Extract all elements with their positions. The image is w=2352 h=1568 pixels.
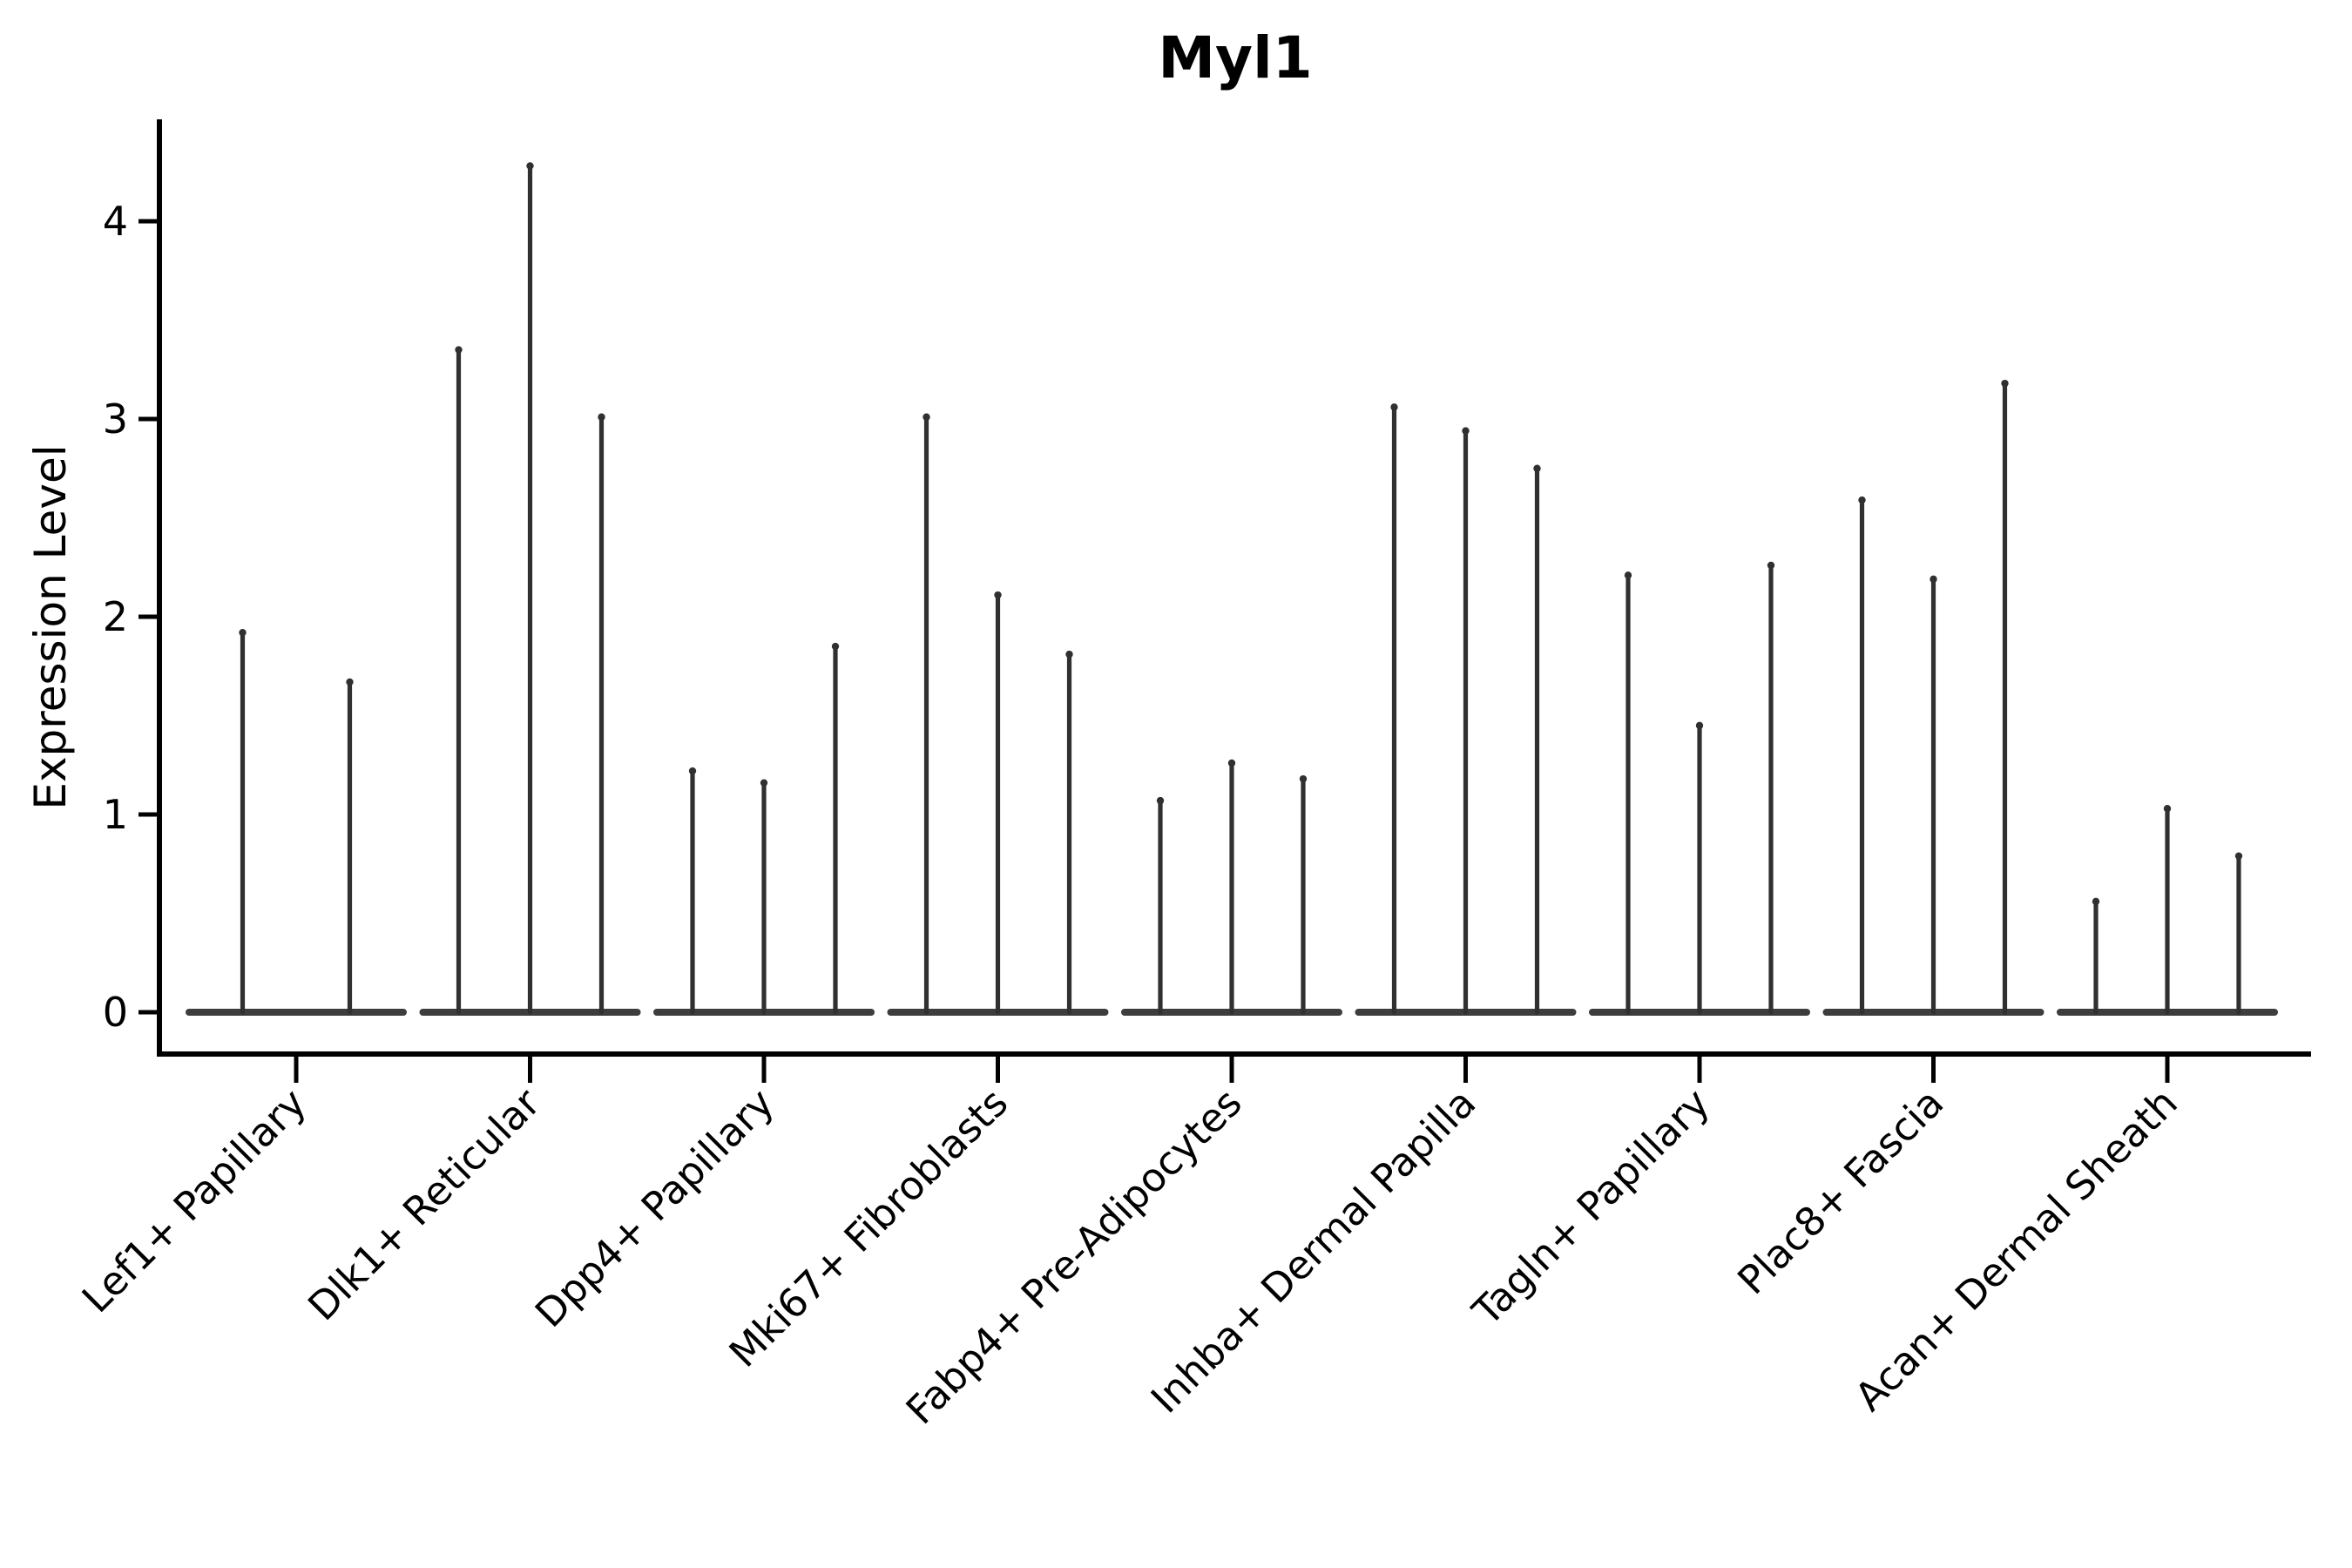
violin-spike-tip bbox=[1462, 427, 1470, 435]
y-tick-label: 2 bbox=[103, 593, 128, 640]
violin-spike-tip bbox=[1390, 403, 1398, 411]
violin-spike-tip bbox=[2163, 804, 2172, 813]
chart-title: Myl1 bbox=[1158, 24, 1313, 91]
violin-spike-tip bbox=[2234, 852, 2243, 860]
violin-spike-tip bbox=[1533, 464, 1541, 472]
violin-spike-tip bbox=[923, 413, 930, 421]
violin-spike-tip bbox=[2001, 379, 2009, 388]
violin-spike-tip bbox=[455, 346, 463, 354]
violin-spike-tip bbox=[760, 779, 768, 787]
violin-spike-tip bbox=[2092, 897, 2100, 906]
violin-spike-tip bbox=[831, 642, 840, 651]
violin-spike-tip bbox=[1227, 759, 1236, 767]
x-tick-label: Lef1+ Papillary bbox=[73, 1079, 315, 1321]
x-tick-label: Dpp4+ Papillary bbox=[526, 1079, 783, 1336]
x-tick-label: Tagln+ Papillary bbox=[1463, 1079, 1719, 1335]
y-tick-label: 4 bbox=[103, 198, 128, 245]
violin-spike-tip bbox=[346, 678, 354, 686]
x-tick-label: Dlk1+ Reticular bbox=[299, 1079, 549, 1329]
y-tick-label: 0 bbox=[103, 989, 128, 1036]
violin-spike-tip bbox=[598, 413, 605, 421]
violin-spike-tip bbox=[1858, 496, 1866, 504]
violin-spike-tip bbox=[1695, 721, 1704, 730]
violin-spike-tip bbox=[239, 628, 247, 637]
violin-spike-tip bbox=[526, 162, 534, 170]
y-tick-label: 1 bbox=[103, 791, 128, 838]
y-tick-label: 3 bbox=[103, 395, 128, 443]
violin-spike-tip bbox=[1767, 561, 1775, 570]
violin-spike-tip bbox=[994, 591, 1002, 599]
violin-spike-tip bbox=[1065, 650, 1073, 659]
violin-spike-tip bbox=[1624, 571, 1632, 579]
violin-spike-tip bbox=[1299, 774, 1308, 783]
violin-spike-tip bbox=[1930, 575, 1937, 584]
violin-spike-tip bbox=[1156, 796, 1165, 805]
violin-spike-tip bbox=[688, 767, 697, 775]
x-tick-label: Plac8+ Fascia bbox=[1728, 1079, 1952, 1303]
